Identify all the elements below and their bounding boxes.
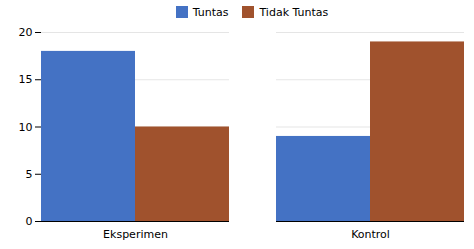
- svg-text:10: 10: [19, 121, 33, 134]
- html-text:Tidak Tuntas: Tidak Tuntas: [259, 5, 329, 19]
- svg-text:Kontrol: Kontrol: [351, 228, 390, 241]
- html-text:Tuntas: Tuntas: [192, 5, 229, 19]
- svg-text:20: 20: [19, 26, 33, 39]
- svg-text:5: 5: [26, 168, 33, 181]
- svg-text:Eksperimen: Eksperimen: [103, 228, 168, 241]
- svg-text:15: 15: [19, 73, 33, 86]
- svg-text:0: 0: [26, 215, 33, 228]
